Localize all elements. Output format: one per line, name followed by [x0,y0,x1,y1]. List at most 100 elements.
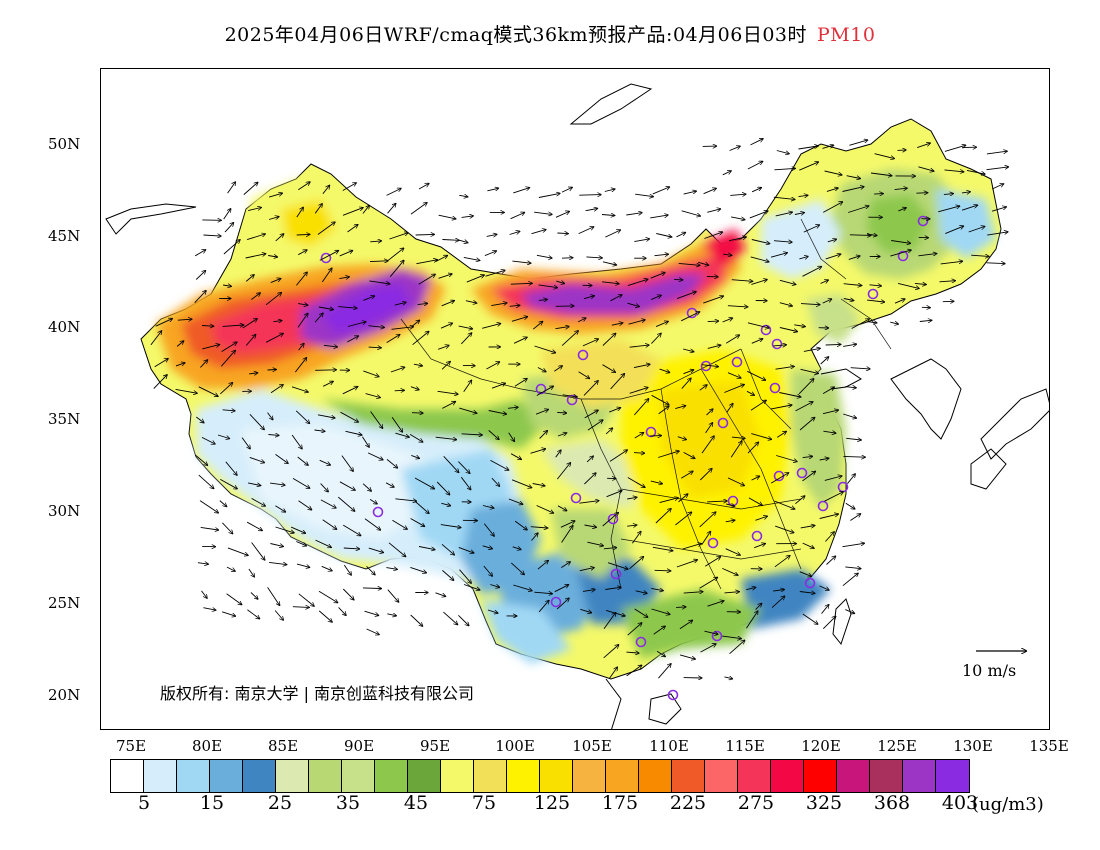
wind-arrow [435,256,447,262]
wind-arrow [265,334,283,343]
wind-arrow [918,254,936,256]
wind-arrow [221,611,235,616]
wind-arrow [629,557,644,570]
wind-arrow [798,379,814,395]
wind-arrow [683,191,696,195]
wind-arrow [584,473,595,485]
wind-arrow [846,438,861,440]
wind-arrow [776,455,797,462]
wind-arrow [602,513,619,527]
wind-arrow [315,539,332,547]
wind-arrow [651,588,663,590]
wind-arrow [651,394,669,404]
wind-arrow [245,335,255,346]
wind-arrow [342,387,358,395]
lat-label-30n: 30N [48,502,81,520]
wind-arrow [320,499,336,508]
wind-arrow [223,285,231,286]
wind-arrow [198,386,218,396]
wind-arrow [534,212,552,214]
wind-arrow [632,532,640,544]
wind-arrow [394,302,406,306]
wind-arrow [843,456,865,457]
wind-arrow [819,514,838,519]
wind-arrow [654,254,669,256]
wind-arrow [347,322,366,327]
wind-arrow [268,256,277,258]
wind-arrow [747,322,769,328]
wind-arrow [605,587,620,589]
wind-arrow [848,256,860,260]
wind-arrow [491,383,505,389]
wind-arrow [249,413,264,429]
wind-arrow [751,239,770,244]
colorbar-swatch [573,760,606,792]
wind-arrow [800,304,820,305]
wind-arrow [800,368,819,373]
wind-arrow [487,188,498,191]
wind-arrow [843,299,854,301]
wind-arrow [986,167,1009,171]
wind-arrow [939,281,956,282]
wind-arrow [825,344,841,345]
wind-arrow [385,482,394,487]
wind-arrow [894,188,907,189]
wind-arrow [440,524,461,528]
wind-arrow [267,370,277,371]
wind-arrow [418,546,435,550]
wind-arrow [197,563,208,564]
wind-arrow [441,543,454,554]
wind-arrow [222,325,244,326]
wind-arrow [347,225,358,233]
colorbar-swatch [903,760,936,792]
wind-arrow [319,459,330,465]
wind-arrow [847,474,855,484]
map-frame [100,68,1050,730]
wind-arrow [486,362,500,370]
wind-arrow [897,282,919,288]
wind-arrow [555,212,569,218]
wind-arrow [635,193,653,196]
wind-arrow [491,303,506,307]
wind-arrow [724,385,744,393]
wind-arrow [938,206,959,213]
wind-arrow [652,187,670,195]
wind-arrow [560,521,575,528]
wind-arrow [609,408,620,413]
wind-arrow [298,304,307,306]
wind-arrow [203,235,221,236]
colorbar-swatch [177,760,210,792]
wind-arrow [677,437,686,440]
wind-arrow [265,293,281,306]
colorbar-swatch [408,760,441,792]
copyright-notice: 版权所有: 南京大学 | 南京创蓝科技有限公司 [160,684,475,703]
wind-arrow [704,557,720,567]
wind-arrow [746,390,754,395]
wind-arrow [227,547,248,555]
wind-arrow [582,590,595,592]
wind-arrow [538,193,560,198]
wind-arrow [483,523,494,536]
wind-arrow [629,345,649,347]
colorbar-swatch [144,760,177,792]
wind-arrow [248,482,260,486]
wind-arrow [483,565,492,576]
wind-arrow [366,628,379,635]
wind-arrow [458,325,473,329]
wind-arrow [971,255,988,256]
wind-vectors [150,139,1009,679]
wind-arrow [704,232,722,239]
wind-arrow [482,545,492,549]
japan-kyushu [970,448,1007,490]
wind-arrow [461,434,482,435]
korea-coast [890,358,962,440]
wind-arrow [626,652,638,653]
wind-arrow [343,564,351,575]
wind-arrow [771,596,784,608]
wind-arrow [323,345,337,347]
wind-arrow [410,518,425,527]
wind-arrow [749,211,768,219]
wind-arrow [722,635,741,639]
wind-arrow [586,257,602,258]
wind-arrow [707,601,724,607]
